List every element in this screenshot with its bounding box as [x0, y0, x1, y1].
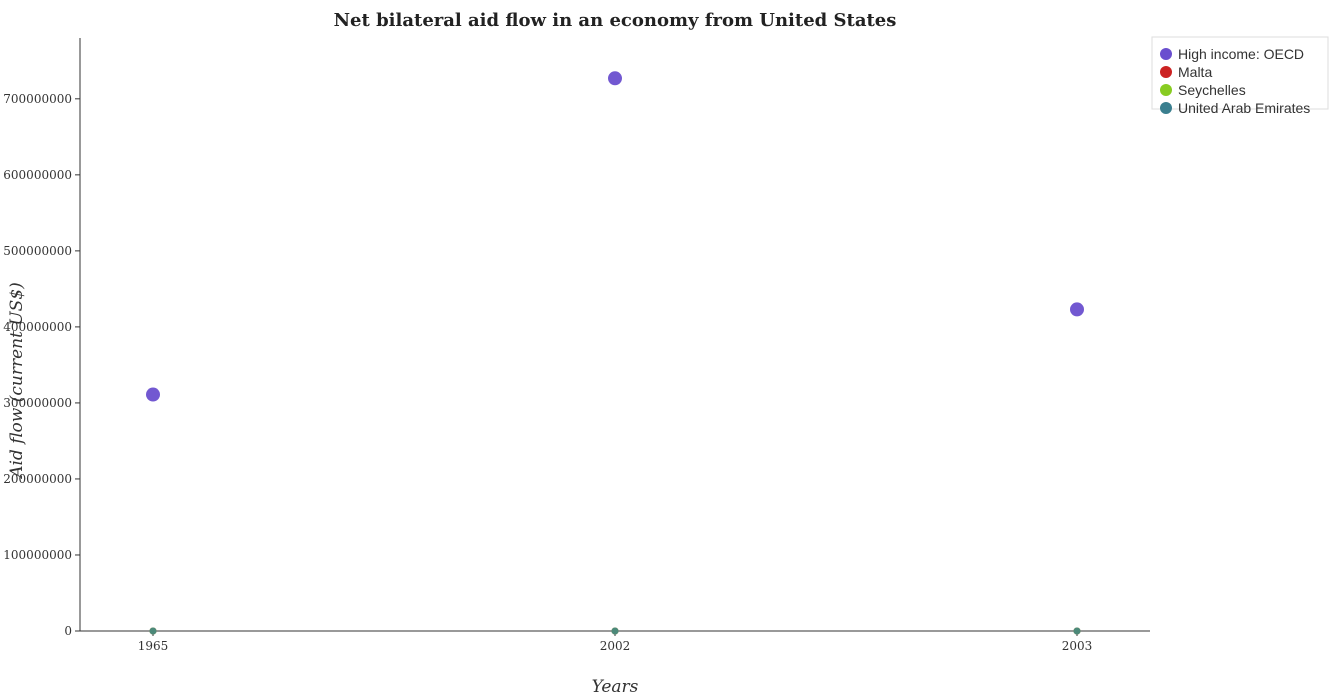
y-tick-label: 700000000: [3, 92, 72, 106]
data-point: [608, 71, 622, 86]
x-ticks: 1965 2002 2003: [138, 631, 1093, 653]
legend: High income: OECD Malta Seychelles United A…: [1151, 36, 1329, 116]
data-point: [149, 627, 157, 635]
legend-marker: [1160, 66, 1172, 78]
x-axis-label: Years: [592, 677, 639, 697]
legend-label: Malta: [1178, 64, 1212, 80]
y-tick-label: 600000000: [3, 168, 72, 182]
y-axis-label: Aid flow (current US$): [7, 282, 27, 480]
y-tick-label: 500000000: [3, 244, 72, 258]
data-point: [1073, 627, 1081, 635]
x-tick-label: 2003: [1062, 639, 1093, 653]
legend-marker: [1160, 48, 1172, 60]
data-point: [611, 627, 619, 635]
y-tick-label: 200000000: [3, 472, 72, 486]
legend-label: Seychelles: [1178, 82, 1246, 98]
legend-marker: [1160, 102, 1172, 114]
y-ticks: 0 100000000 200000000 300000000 400000000 500…: [3, 92, 80, 638]
data-point: [1070, 302, 1084, 317]
legend-label: United Arab Emirates: [1178, 100, 1310, 116]
y-tick-label: 400000000: [3, 320, 72, 334]
y-tick-label: 300000000: [3, 396, 72, 410]
legend-marker: [1160, 84, 1172, 96]
y-tick-label: 0: [64, 624, 72, 638]
x-tick-label: 2002: [600, 639, 631, 653]
x-tick-label: 1965: [138, 639, 169, 653]
y-tick-label: 100000000: [3, 548, 72, 562]
legend-box: [1151, 36, 1329, 110]
chart-title: Net bilateral aid flow in an economy fro…: [334, 10, 897, 31]
data-points: [146, 71, 1084, 635]
legend-label: High income: OECD: [1178, 46, 1304, 62]
data-point: [146, 387, 160, 402]
